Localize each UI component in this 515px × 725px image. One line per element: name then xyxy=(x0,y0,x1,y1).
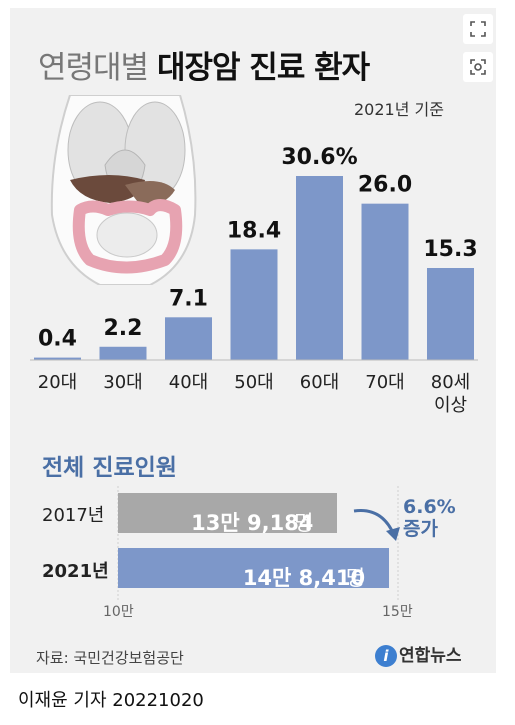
total-axis xyxy=(117,486,399,600)
bar-2017-value: 13만 9,184 xyxy=(191,511,314,535)
bar-1 xyxy=(99,346,147,360)
bar-value-label-4: 30.6% xyxy=(281,145,357,170)
bar-5 xyxy=(361,203,409,360)
bar-2021-value: 14만 8,410 xyxy=(242,566,366,590)
expand-icon xyxy=(470,21,486,37)
page-title: 연령대별 대장암 진료 환자 xyxy=(38,42,370,87)
increase-label: 6.6% 증가 xyxy=(403,496,456,540)
logo-text: 연합뉴스 xyxy=(399,646,462,666)
organs-illustration xyxy=(50,95,197,285)
category-label-6-1: 이상 xyxy=(434,395,467,416)
axis-min-label: 10만 xyxy=(103,604,134,620)
bar-2021-unit: 명 xyxy=(345,566,366,590)
bar-value-label-0: 0.4 xyxy=(38,327,77,352)
increase-word: 증가 xyxy=(403,518,438,540)
bar-2017: 13만 9,184 명 xyxy=(118,493,338,535)
bar-value-label-2: 7.1 xyxy=(169,286,208,311)
category-label-1: 30대 xyxy=(103,372,142,393)
bar-value-label-1: 2.2 xyxy=(104,316,143,341)
bar-2017-unit: 명 xyxy=(294,511,314,535)
source-note: 자료: 국민건강보험공단 xyxy=(36,649,184,667)
category-label-2: 40대 xyxy=(169,372,208,393)
title-light: 연령대별 xyxy=(38,50,149,86)
row-year-2017: 2017년 xyxy=(42,505,105,526)
increase-arrow-icon xyxy=(353,509,400,541)
bar-2021: 14만 8,410 명 xyxy=(118,548,390,590)
bar-2 xyxy=(165,317,212,360)
increase-percent: 6.6% xyxy=(403,496,456,518)
category-label-3: 50대 xyxy=(234,372,273,393)
bar-value-label-6: 15.3 xyxy=(423,237,477,262)
bar-value-label-5: 26.0 xyxy=(358,173,412,198)
axis-max-label: 15만 xyxy=(382,604,413,620)
bar-3 xyxy=(230,249,278,360)
category-label-0: 20대 xyxy=(38,372,77,393)
zoom-icon xyxy=(470,59,486,75)
bar-value-label-3: 18.4 xyxy=(227,218,281,243)
expand-button[interactable] xyxy=(463,14,493,44)
logo: i 연합뉴스 xyxy=(375,641,462,667)
category-label-4: 60대 xyxy=(300,372,339,393)
bar-4 xyxy=(296,176,343,360)
basis-label: 2021년 기준 xyxy=(354,100,444,119)
title-bold: 대장암 진료 환자 xyxy=(156,50,370,86)
bar-0 xyxy=(34,357,81,360)
byline: 이재윤 기자 20221020 xyxy=(18,690,204,711)
logo-mark-icon: i xyxy=(375,645,397,667)
section-title: 전체 진료인원 xyxy=(42,455,177,481)
category-label-5: 70대 xyxy=(365,372,404,393)
category-label-6-0: 80세 xyxy=(431,372,470,393)
age-bar-chart: 0.4 20대 2.2 30대 7.1 40대 18.4 50대 30.6% 60대 26.0 70대… xyxy=(30,145,478,416)
zoom-button[interactable] xyxy=(463,52,493,82)
bar-6 xyxy=(427,268,474,360)
row-year-2021: 2021년 xyxy=(42,561,109,582)
